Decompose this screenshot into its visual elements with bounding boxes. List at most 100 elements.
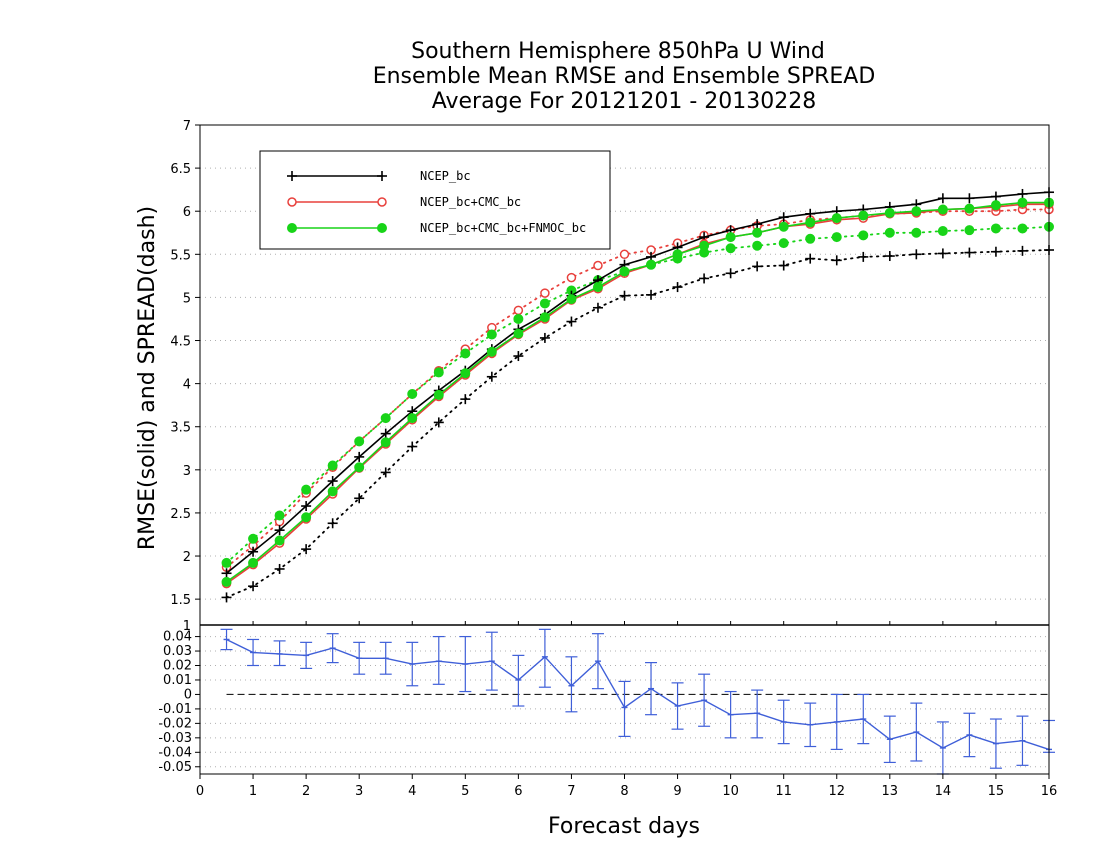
x-tick-label: 11	[775, 784, 792, 799]
series-point	[380, 467, 391, 478]
chart-title-line3: Average For 20121201 - 20130228	[432, 89, 817, 114]
series-point	[486, 371, 497, 382]
series-point	[699, 240, 710, 251]
diff-top-tick-label: 1	[183, 619, 191, 634]
x-tick-label: 15	[988, 784, 1005, 799]
legend-marker	[377, 223, 387, 233]
diff-y-tick-label: -0.03	[158, 731, 192, 746]
series-point	[354, 493, 365, 504]
x-tick-label: 4	[408, 784, 416, 799]
series-point	[592, 282, 603, 293]
series-point	[248, 533, 259, 544]
series-point	[301, 544, 312, 555]
legend-label: NCEP_bc+CMC_bc+FNMOC_bc	[420, 221, 586, 235]
series-point	[248, 581, 259, 592]
x-tick-label: 0	[196, 784, 204, 799]
legend-label: NCEP_bc+CMC_bc	[420, 195, 521, 209]
series-point	[778, 212, 789, 223]
series-point	[460, 348, 471, 359]
series-point	[805, 253, 816, 264]
diff-y-tick-label: -0.04	[158, 745, 192, 760]
series-point	[221, 557, 232, 568]
series-point	[327, 486, 338, 497]
main-y-tick-label: 5	[183, 291, 191, 306]
main-y-tick-label: 2	[183, 550, 191, 565]
series-point	[725, 268, 736, 279]
series-point	[646, 289, 657, 300]
series-point	[327, 460, 338, 471]
x-tick-label: 12	[828, 784, 845, 799]
legend-box	[259, 150, 611, 250]
series-point	[752, 227, 763, 238]
series-point	[433, 389, 444, 400]
series-point	[407, 441, 418, 452]
series-point	[805, 217, 816, 228]
series-point	[831, 255, 842, 266]
series-point	[221, 568, 232, 579]
series-point	[248, 557, 259, 568]
diff-series-group	[220, 628, 1055, 775]
series-point	[566, 294, 577, 305]
x-tick-label: 13	[882, 784, 899, 799]
diff-y-tick-label: 0.03	[163, 644, 192, 659]
series-point	[778, 221, 789, 232]
series-point	[937, 193, 948, 204]
series-point	[274, 525, 285, 536]
series-point	[725, 232, 736, 243]
series-point	[301, 512, 312, 523]
series-point	[858, 251, 869, 262]
diff-y-tick-label: -0.01	[158, 702, 192, 717]
series-point	[884, 227, 895, 238]
series-point	[646, 259, 657, 270]
series-point	[990, 191, 1001, 202]
series-point	[911, 206, 922, 217]
main-y-ticks: 1.5 2 2.5 3 3.5 4 4.5 5 5.5 6 6.5 7	[170, 119, 200, 608]
series-point	[380, 428, 391, 439]
series-point	[221, 576, 232, 587]
series-point	[513, 305, 524, 316]
series-point	[699, 273, 710, 284]
series-point	[937, 226, 948, 237]
series-point	[433, 367, 444, 378]
series-point	[778, 260, 789, 271]
series-point	[221, 592, 232, 603]
series-point	[539, 312, 550, 323]
series-point	[380, 437, 391, 448]
series-point	[513, 351, 524, 362]
x-axis-label: Forecast days	[548, 814, 700, 839]
series-point	[752, 219, 763, 230]
series-point	[593, 260, 603, 271]
diff-y-tick-label: -0.02	[158, 716, 192, 731]
main-y-tick-label: 5.5	[170, 248, 191, 263]
legend-marker	[287, 197, 297, 207]
series-point	[407, 388, 418, 399]
series-point	[672, 282, 683, 293]
series-point	[380, 413, 391, 424]
series-point	[964, 247, 975, 258]
series-point	[539, 298, 550, 309]
series-point	[990, 223, 1001, 234]
x-ticks: 0 1 2 3 4 5 6 7 8 9 10 11 12 13 14 15 16	[196, 621, 1057, 799]
series-point	[460, 368, 471, 379]
x-tick-label: 14	[935, 784, 952, 799]
series-point	[964, 225, 975, 236]
series-point	[858, 210, 869, 221]
series-point	[831, 232, 842, 243]
chart-title-line2: Ensemble Mean RMSE and Ensemble SPREAD	[373, 64, 876, 89]
diff-gridlines	[200, 636, 1049, 768]
series-point	[858, 230, 869, 241]
series-point	[1017, 223, 1028, 234]
x-tick-label: 9	[673, 784, 681, 799]
diff-y-tick-label: 0	[184, 687, 192, 702]
series-point	[540, 288, 550, 298]
series-point	[460, 394, 471, 405]
series-point	[937, 248, 948, 259]
series-point	[619, 266, 630, 277]
main-series-group	[221, 187, 1054, 603]
series-point	[752, 261, 763, 272]
diff-y-ticks: -0.05-0.04-0.03-0.02-0.0100.010.020.030.…	[158, 630, 200, 775]
series-point	[911, 249, 922, 260]
legend: NCEP_bc NCEP_bc+CMC_bc NCEP_bc+CMC_bc+FNMO…	[259, 150, 611, 250]
series-point	[486, 329, 497, 340]
